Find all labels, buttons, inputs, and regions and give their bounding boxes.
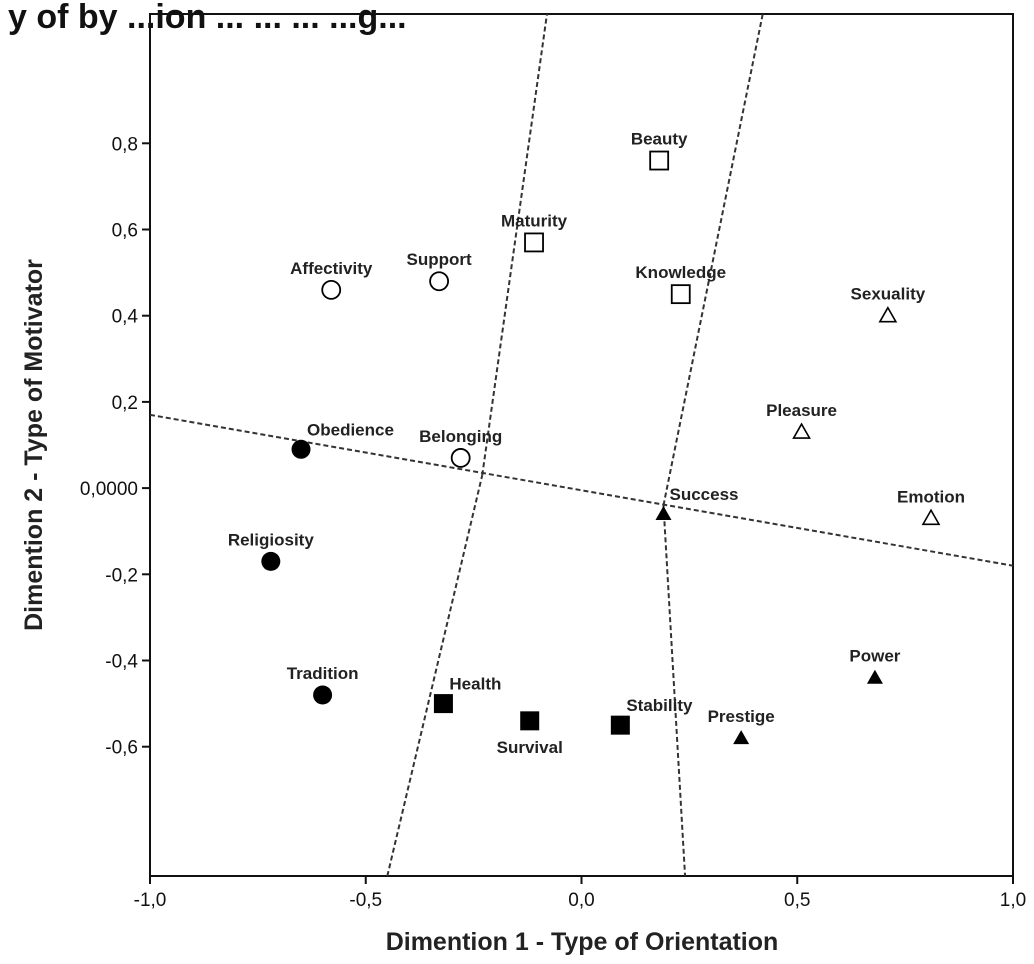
- divider-line: [662, 505, 687, 877]
- point-marker: [649, 150, 670, 171]
- point-label: Success: [669, 485, 738, 504]
- data-points: Beauty Maturity Knowledge Affectivity Suppor…: [228, 130, 965, 757]
- data-point-health: Health: [433, 675, 501, 714]
- y-tick-label: 0,6: [112, 221, 138, 242]
- data-point-tradition: Tradition: [287, 664, 359, 705]
- x-tick-label: 0,5: [784, 890, 810, 911]
- divider-line: [149, 413, 1014, 567]
- point-marker: [921, 508, 941, 526]
- point-marker: [450, 448, 471, 468]
- point-label: Pleasure: [766, 401, 837, 420]
- point-marker: [433, 694, 453, 714]
- point-marker: [655, 505, 672, 520]
- data-point-belonging: Belonging: [419, 427, 502, 468]
- x-tick-label: -0,5: [349, 890, 382, 911]
- point-label: Affectivity: [290, 259, 373, 278]
- point-label: Health: [449, 675, 501, 694]
- divider-line: [662, 13, 764, 506]
- data-point-power: Power: [849, 647, 901, 684]
- point-label: Beauty: [631, 130, 688, 149]
- y-tick-label: -0,6: [105, 738, 138, 759]
- y-tick-label: 0,0000: [80, 479, 138, 500]
- x-tick-label: -1,0: [134, 890, 167, 911]
- point-marker: [670, 284, 691, 305]
- data-point-beauty: Beauty: [631, 130, 688, 171]
- x-tick-label: 1,0: [1000, 890, 1026, 911]
- data-point-success: Success: [655, 485, 738, 520]
- point-marker: [313, 685, 333, 705]
- data-point-emotion: Emotion: [897, 487, 965, 526]
- point-label: Religiosity: [228, 530, 315, 549]
- divider-line: [386, 474, 484, 877]
- y-tick-label: 0,2: [112, 393, 138, 414]
- data-point-survival: Survival: [497, 711, 563, 757]
- point-marker: [610, 715, 630, 735]
- point-marker: [321, 279, 342, 300]
- y-tick-label: -0,4: [105, 652, 138, 673]
- point-marker: [261, 551, 281, 571]
- y-tick-label: 0,4: [112, 307, 139, 328]
- x-axis-title: Dimention 1 - Type of Orientation: [386, 928, 779, 956]
- point-label: Survival: [497, 738, 563, 757]
- point-label: Emotion: [897, 487, 965, 506]
- y-axis-title: Dimention 2 - Type of Motivator: [20, 259, 48, 631]
- data-point-religiosity: Religiosity: [228, 530, 315, 571]
- point-label: Support: [407, 250, 472, 269]
- point-marker: [520, 711, 540, 731]
- y-tick-label: 0,8: [112, 134, 138, 155]
- point-label: Knowledge: [635, 263, 726, 282]
- point-marker: [878, 306, 898, 323]
- y-tick-label: -0,2: [105, 565, 138, 586]
- x-axis: -1,0 -0,5 0,0 0,5 1,0: [134, 876, 1026, 911]
- point-label: Prestige: [708, 707, 775, 726]
- x-tick-label: 0,0: [568, 890, 594, 911]
- divider-lines: [149, 13, 1014, 877]
- data-point-maturity: Maturity: [501, 211, 568, 253]
- point-marker: [792, 422, 811, 439]
- data-point-sexuality: Sexuality: [851, 285, 926, 323]
- point-marker: [866, 669, 883, 684]
- data-point-prestige: Prestige: [708, 707, 775, 745]
- data-point-knowledge: Knowledge: [635, 263, 726, 305]
- point-marker: [524, 232, 544, 253]
- page-title: y of by ...ion ... ... ... ...g...: [8, 0, 407, 36]
- divider-line: [481, 13, 548, 476]
- point-marker: [429, 271, 450, 292]
- point-label: Maturity: [501, 211, 568, 230]
- point-marker: [733, 730, 750, 745]
- point-label: Sexuality: [851, 285, 926, 304]
- point-marker: [291, 439, 311, 459]
- data-point-pleasure: Pleasure: [766, 401, 837, 439]
- y-axis: 0,8 0,6 0,4 0,2 0,0000 -0,2 -0,4 -0,6: [80, 134, 150, 759]
- point-label: Stability: [626, 696, 693, 715]
- data-point-stability: Stability: [610, 696, 693, 735]
- point-label: Belonging: [419, 427, 502, 446]
- data-point-support: Support: [407, 250, 472, 292]
- plot-frame: [149, 13, 1014, 877]
- point-label: Tradition: [287, 664, 359, 683]
- point-label: Power: [849, 647, 900, 666]
- point-label: Obedience: [307, 420, 394, 439]
- data-point-affectivity: Affectivity: [290, 259, 373, 300]
- data-point-obedience: Obedience: [291, 420, 394, 459]
